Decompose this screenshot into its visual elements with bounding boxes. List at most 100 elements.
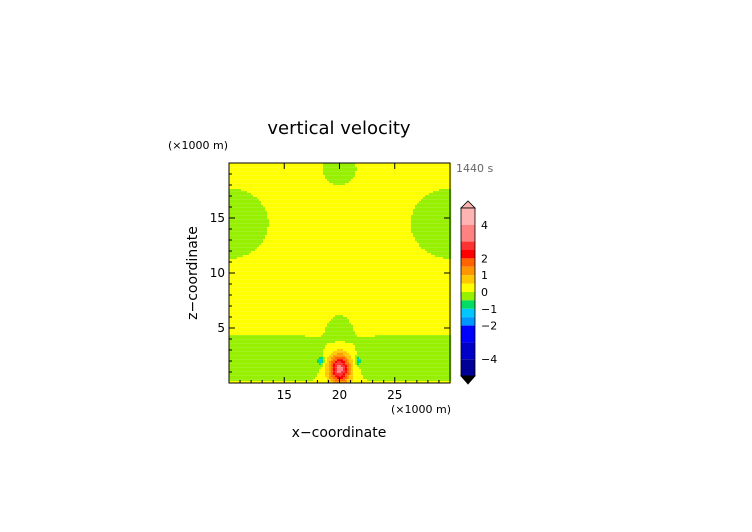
field-cell xyxy=(271,169,274,172)
field-cell xyxy=(251,307,254,310)
field-cell xyxy=(263,263,266,266)
field-cell xyxy=(301,217,304,220)
field-cell xyxy=(303,233,306,236)
field-cell xyxy=(309,219,312,222)
field-cell xyxy=(233,347,236,350)
field-cell xyxy=(307,355,310,358)
field-cell xyxy=(291,249,294,252)
field-cell xyxy=(281,329,284,332)
field-cell xyxy=(313,241,316,244)
field-cell xyxy=(295,207,298,210)
field-cell xyxy=(247,285,250,288)
field-cell xyxy=(319,239,322,242)
field-cell xyxy=(245,229,248,232)
field-cell xyxy=(305,167,308,170)
field-cell xyxy=(231,285,234,288)
field-cell xyxy=(311,253,314,256)
field-cell xyxy=(229,185,232,188)
field-cell xyxy=(239,237,242,240)
field-cell xyxy=(289,321,292,324)
field-cell xyxy=(309,271,312,274)
field-cell xyxy=(235,305,238,308)
field-cell xyxy=(311,265,314,268)
field-cell xyxy=(317,283,320,286)
field-cell xyxy=(313,317,316,320)
field-cell xyxy=(249,229,252,232)
field-cell xyxy=(305,209,308,212)
field-cell xyxy=(243,351,246,354)
field-cell xyxy=(279,213,282,216)
field-cell xyxy=(283,277,286,280)
field-cell xyxy=(309,319,312,322)
field-cell xyxy=(271,361,274,364)
field-cell xyxy=(281,367,284,370)
field-cell xyxy=(287,227,290,230)
field-cell xyxy=(253,299,256,302)
field-cell xyxy=(233,171,236,174)
field-cell xyxy=(229,225,232,228)
field-cell xyxy=(309,231,312,234)
field-cell xyxy=(267,279,270,282)
field-cell xyxy=(261,173,264,176)
field-cell xyxy=(233,233,236,236)
field-cell xyxy=(255,257,258,260)
field-cell xyxy=(313,315,316,318)
field-cell xyxy=(309,325,312,328)
field-cell xyxy=(265,267,268,270)
field-cell xyxy=(229,179,232,182)
field-cell xyxy=(249,337,252,340)
field-cell xyxy=(297,301,300,304)
field-cell xyxy=(257,165,260,168)
field-cell xyxy=(279,339,282,342)
field-cell xyxy=(229,303,232,306)
field-cell xyxy=(267,343,270,346)
field-cell xyxy=(301,335,304,338)
field-cell xyxy=(245,275,248,278)
field-cell xyxy=(303,303,306,306)
field-cell xyxy=(311,225,314,228)
field-cell xyxy=(277,211,280,214)
field-cell xyxy=(303,287,306,290)
field-cell xyxy=(303,199,306,202)
field-cell xyxy=(299,183,302,186)
field-cell xyxy=(247,193,250,196)
field-cell xyxy=(237,199,240,202)
field-cell xyxy=(231,267,234,270)
field-cell xyxy=(269,167,272,170)
field-cell xyxy=(309,173,312,176)
field-cell xyxy=(273,277,276,280)
field-cell xyxy=(249,343,252,346)
field-cell xyxy=(267,177,270,180)
field-cell xyxy=(281,369,284,372)
field-cell xyxy=(301,195,304,198)
field-cell xyxy=(229,223,232,226)
field-cell xyxy=(237,171,240,174)
field-cell xyxy=(235,377,238,380)
field-cell xyxy=(239,271,242,274)
field-cell xyxy=(305,333,308,336)
field-cell xyxy=(277,249,280,252)
field-cell xyxy=(297,231,300,234)
field-cell xyxy=(315,313,318,316)
field-cell xyxy=(315,221,318,224)
field-cell xyxy=(263,303,266,306)
field-cell xyxy=(239,329,242,332)
field-cell xyxy=(247,327,250,330)
field-cell xyxy=(289,373,292,376)
field-cell xyxy=(231,343,234,346)
field-cell xyxy=(243,369,246,372)
field-cell xyxy=(255,233,258,236)
field-cell xyxy=(299,267,302,270)
field-cell xyxy=(231,173,234,176)
field-cell xyxy=(271,359,274,362)
field-cell xyxy=(271,255,274,258)
field-cell xyxy=(271,187,274,190)
field-cell xyxy=(259,219,262,222)
field-cell xyxy=(289,295,292,298)
field-cell xyxy=(231,163,234,166)
field-cell xyxy=(263,323,266,326)
field-cell xyxy=(291,331,294,334)
field-cell xyxy=(261,215,264,218)
field-cell xyxy=(231,293,234,296)
field-cell xyxy=(241,321,244,324)
